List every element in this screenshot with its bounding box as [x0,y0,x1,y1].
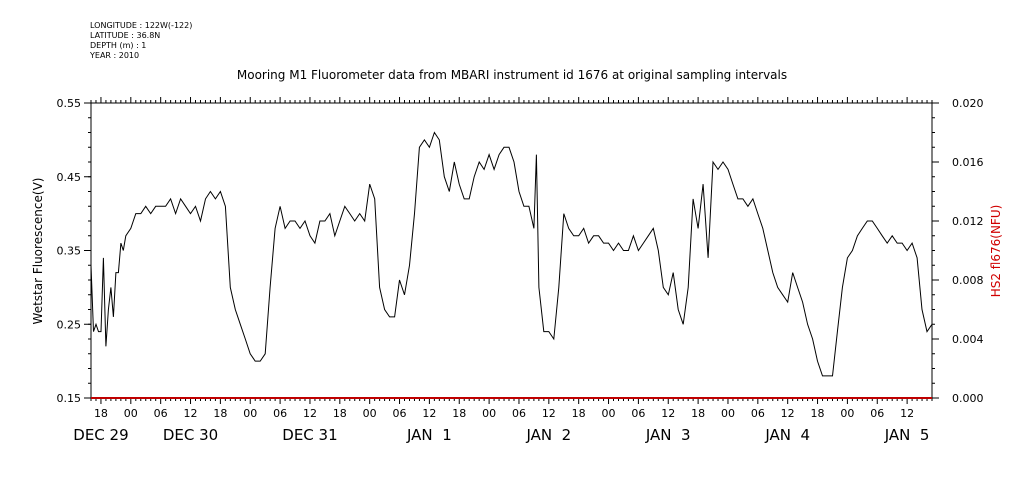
x-hour-tick-label: 18 [94,407,108,420]
x-hour-tick-label: 18 [572,407,586,420]
x-date-label: DEC 30 [163,426,218,444]
x-hour-tick-label: 18 [691,407,705,420]
x-hour-tick-label: 00 [721,407,735,420]
x-date-label: JAN 4 [764,426,810,444]
x-hour-tick-label: 12 [781,407,795,420]
x-hour-tick-label: 06 [154,407,168,420]
x-hour-tick-label: 06 [631,407,645,420]
left-y-axis: 0.15 0.25 0.35 0.45 0.55 [57,97,91,405]
right-tick-label: 0.016 [952,156,984,169]
right-tick-label: 0.000 [952,392,984,405]
x-hour-tick-label: 06 [751,407,765,420]
x-hour-tick-label: 18 [811,407,825,420]
plot-frame [90,102,933,399]
longitude-text: LONGITUDE : 122W(-122) [90,21,193,30]
x-hour-tick-label: 00 [243,407,257,420]
x-hour-tick-label: 12 [184,407,198,420]
x-hour-tick-label: 18 [452,407,466,420]
x-hour-tick-label: 00 [840,407,854,420]
left-tick-label: 0.35 [57,245,82,258]
x-hour-tick-label: 12 [422,407,436,420]
x-hour-tick-label: 06 [870,407,884,420]
x-date-label: JAN 1 [406,426,452,444]
x-date-label: JAN 3 [645,426,691,444]
year-text: YEAR : 2010 [90,51,140,60]
x-hour-tick-label: 12 [900,407,914,420]
x-hour-tick-label: 00 [602,407,616,420]
x-hour-tick-label: 06 [393,407,407,420]
x-date-label: DEC 29 [73,426,128,444]
x-hour-tick-label: 00 [124,407,138,420]
x-axis: 18 00 06 12 18 00 06 12 18 00 06 12 18 00 06 12 18 00 06 12… [73,97,933,444]
right-y-axis: 0.000 0.004 0.008 0.012 0.016 0.020 [932,97,984,405]
x-hour-tick-label: 06 [512,407,526,420]
x-hour-tick-label: 18 [213,407,227,420]
x-hour-tick-label: 18 [333,407,347,420]
left-tick-label: 0.25 [57,318,82,331]
plot-border [90,102,933,399]
x-date-label: JAN 5 [884,426,930,444]
chart-title: Mooring M1 Fluorometer data from MBARI i… [237,68,787,82]
right-tick-label: 0.008 [952,274,984,287]
right-tick-label: 0.004 [952,333,984,346]
left-tick-label: 0.55 [57,97,82,110]
right-tick-label: 0.012 [952,215,984,228]
x-hour-tick-label: 00 [363,407,377,420]
depth-text: DEPTH (m) : 1 [90,41,147,50]
left-tick-label: 0.15 [57,392,82,405]
x-date-label: DEC 31 [282,426,337,444]
series-layer [90,131,933,399]
right-axis-title: HS2 fl676(NFU) [989,205,1003,298]
latitude-text: LATITUDE : 36.8N [90,31,161,40]
location-metadata: LONGITUDE : 122W(-122) LATITUDE : 36.8N … [90,21,192,61]
x-hour-tick-label: 12 [542,407,556,420]
wetstar-fluorescence-series-line [90,131,933,377]
x-hour-tick-label: 00 [482,407,496,420]
left-tick-label: 0.45 [57,171,82,184]
x-hour-tick-label: 12 [661,407,675,420]
x-hour-tick-label: 12 [303,407,317,420]
x-hour-tick-label: 06 [273,407,287,420]
left-axis-title: Wetstar Fluorescence(V) [31,178,45,325]
x-date-label: JAN 2 [525,426,571,444]
right-tick-label: 0.020 [952,97,984,110]
